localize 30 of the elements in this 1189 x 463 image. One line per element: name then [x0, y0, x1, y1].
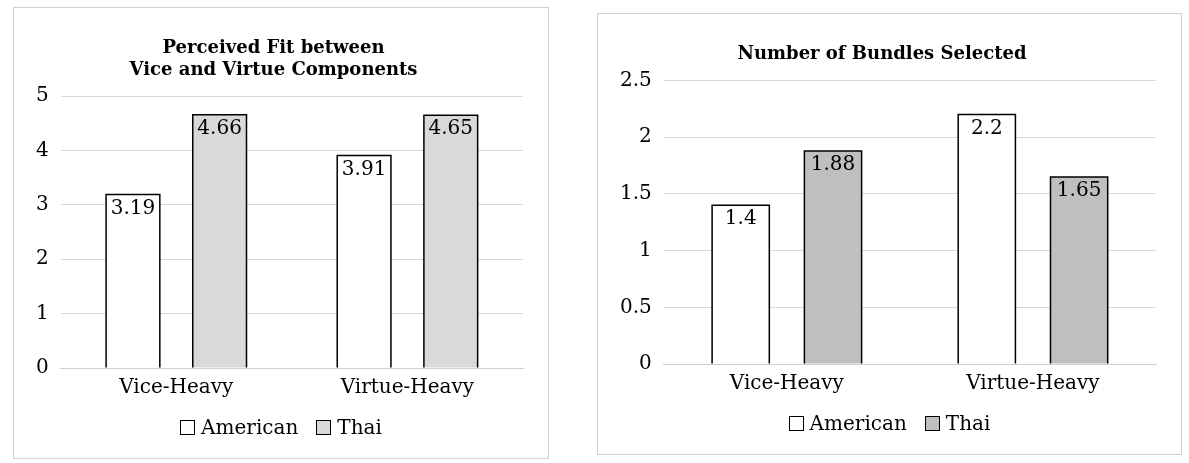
- y-tick-label: 0: [35, 354, 49, 379]
- data-label: 1.4: [724, 205, 757, 230]
- y-tick-label: 1: [35, 299, 49, 324]
- x-tick-label: Vice-Heavy: [118, 374, 235, 399]
- data-label: 4.66: [197, 114, 242, 139]
- data-label: 3.91: [341, 155, 387, 180]
- y-tick-label: 1: [639, 236, 652, 261]
- y-tick-label: 2: [35, 245, 49, 270]
- y-tick-label: 1.5: [619, 180, 652, 205]
- data-label: 4.65: [428, 115, 474, 140]
- y-tick-label: 5: [35, 82, 49, 107]
- y-tick-label: 4: [35, 136, 49, 161]
- y-tick-label: 2: [639, 123, 652, 148]
- y-tick-label: 2.5: [619, 66, 652, 91]
- x-tick-label: Virtue-Heavy: [339, 374, 475, 399]
- data-label: 1.65: [1056, 177, 1102, 202]
- data-label: 3.19: [110, 194, 156, 219]
- chart-title: Number of Bundles Selected: [737, 42, 1027, 64]
- data-label: 1.88: [810, 151, 856, 176]
- x-tick-label: Vice-Heavy: [728, 370, 845, 395]
- y-tick-label: 0.5: [619, 293, 652, 318]
- legend-label: Thai: [945, 411, 991, 435]
- y-tick-label: 0: [639, 350, 652, 375]
- x-tick-label: Virtue-Heavy: [965, 370, 1101, 395]
- data-label: 2.2: [970, 114, 1003, 139]
- legend-label: Thai: [337, 415, 382, 439]
- y-tick-label: 3: [35, 191, 49, 216]
- legend-label: American: [201, 415, 299, 439]
- legend-label: American: [809, 411, 907, 435]
- chart-title: Perceived Fit between Vice and Virtue Components: [128, 36, 418, 80]
